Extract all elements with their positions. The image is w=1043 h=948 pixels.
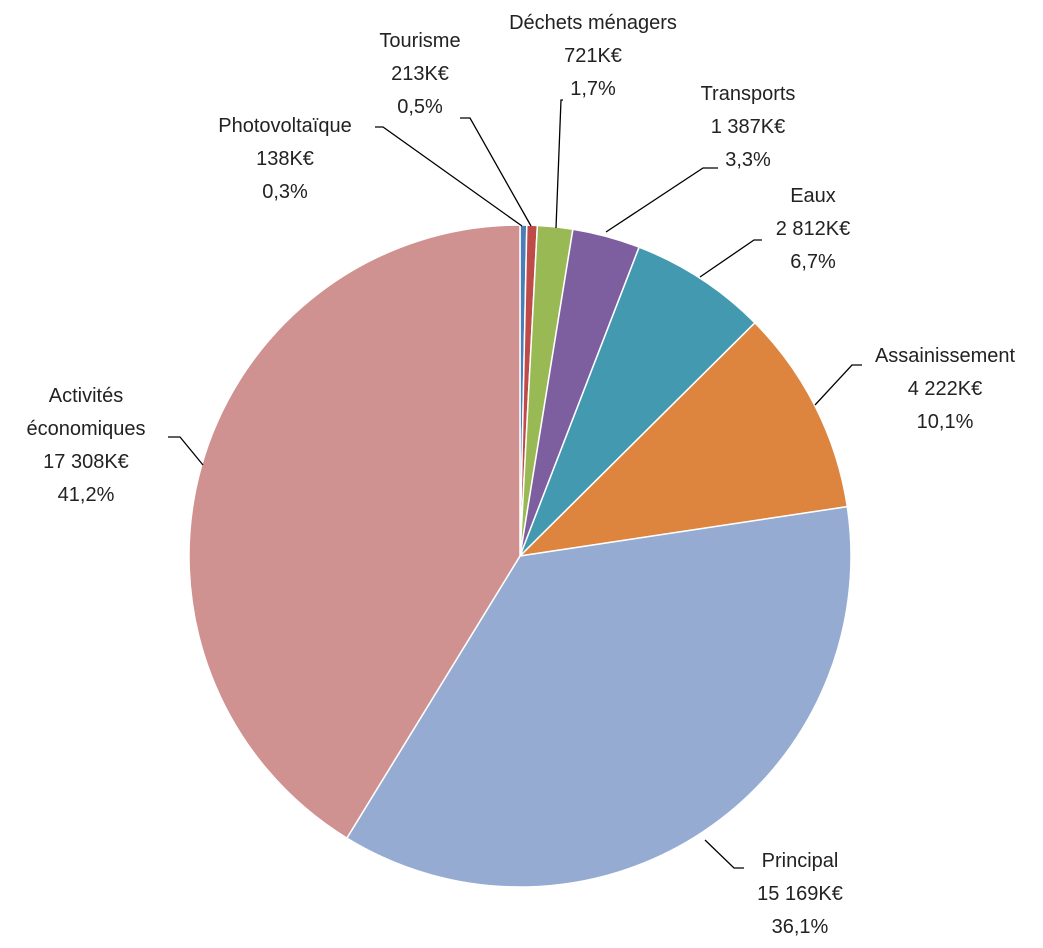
percent-label: 10,1% [916, 411, 974, 433]
value-label: 17 308K€ [43, 451, 129, 473]
leader-line [168, 436, 204, 466]
leader-line [704, 839, 744, 869]
percent-label: 0,5% [397, 96, 443, 118]
percent-label: 1,7% [570, 78, 616, 100]
leader-line [699, 239, 762, 278]
pie-slice [517, 321, 849, 558]
category-label: Eaux [790, 185, 836, 207]
leader-line [460, 117, 532, 227]
value-label: 138K€ [256, 148, 314, 170]
percent-label: 6,7% [790, 251, 836, 273]
slice-label: Déchets ménagers 721K€ 1,7% [509, 7, 677, 106]
pie-slice [345, 505, 852, 888]
percent-label: 0,3% [262, 181, 308, 203]
slice-label: Photovoltaïque 138K€ 0,3% [218, 110, 351, 209]
category-label: Déchets ménagers [509, 12, 677, 34]
slice-label: Assainissement 4 222K€ 10,1% [875, 340, 1015, 439]
value-label: 4 222K€ [907, 378, 983, 400]
category-label: Assainissement [874, 345, 1016, 367]
slice-label: Activités économiques 17 308K€ 41,2% [11, 380, 161, 512]
percent-label: 3,3% [725, 149, 771, 171]
category-label: Transports [700, 83, 796, 105]
percent-label: 41,2% [57, 484, 115, 506]
category-label: Principal [761, 850, 839, 872]
value-label: 15 169K€ [757, 883, 843, 905]
leader-line [814, 364, 862, 406]
value-label: 721K€ [564, 45, 622, 67]
value-label: 1 387K€ [710, 116, 786, 138]
slice-label: Transports 1 387K€ 3,3% [701, 78, 796, 177]
leader-line [605, 167, 718, 233]
leader-line [375, 126, 523, 227]
pie-slice [188, 224, 521, 840]
category-label: Photovoltaïque [218, 115, 352, 137]
category-label: Activités économiques [26, 385, 146, 440]
slice-label: Tourisme 213K€ 0,5% [379, 25, 460, 124]
slice-label: Eaux 2 812K€ 6,7% [776, 180, 851, 279]
category-label: Tourisme [379, 30, 461, 52]
slice-label: Principal 15 169K€ 36,1% [757, 845, 843, 944]
value-label: 2 812K€ [775, 218, 851, 240]
leader-line [555, 99, 563, 229]
pie-slice [519, 246, 756, 557]
percent-label: 36,1% [771, 916, 829, 938]
value-label: 213K€ [391, 63, 449, 85]
